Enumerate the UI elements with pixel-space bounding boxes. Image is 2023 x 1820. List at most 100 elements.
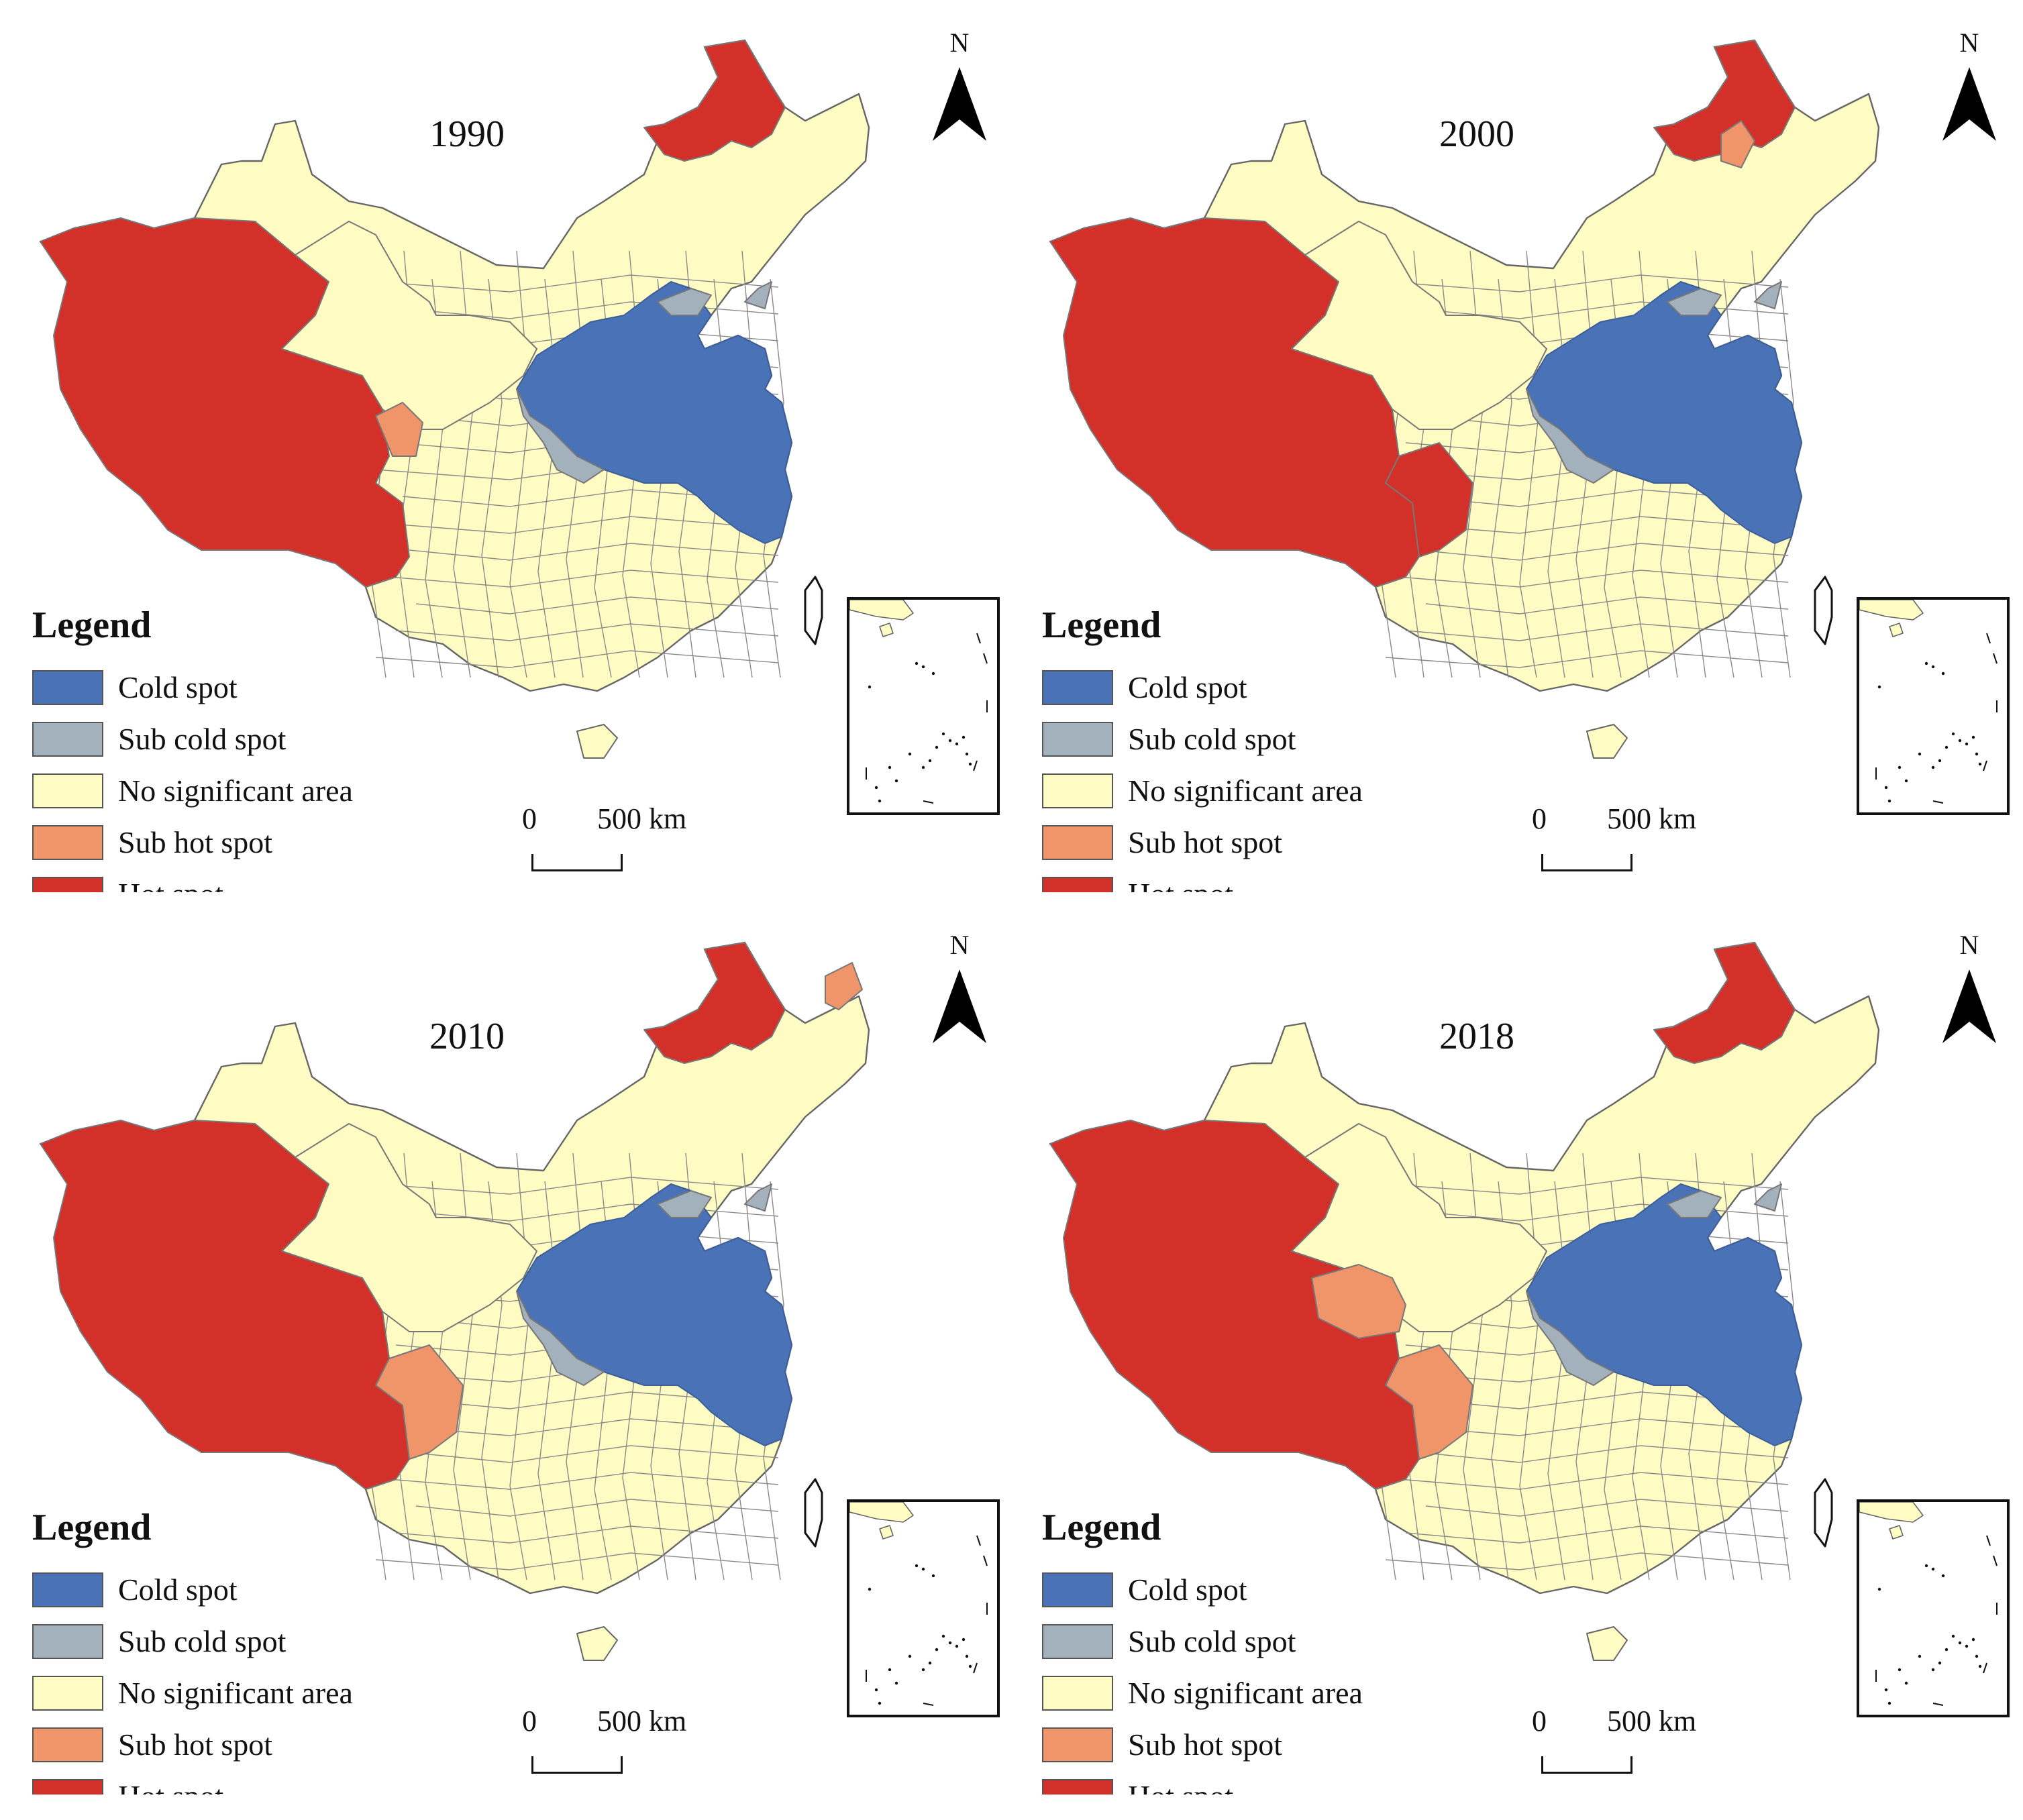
legend-swatch	[1042, 1675, 1113, 1711]
legend-title: Legend	[1042, 604, 1161, 646]
inset-island-dot	[1971, 1638, 1975, 1642]
legend-item-cold-spot: Cold spot	[1042, 661, 1363, 713]
inset-boundary-dash	[1983, 760, 1987, 771]
no-significant-gansu-region	[1291, 221, 1547, 430]
scale-start-label: 0	[1532, 1705, 1547, 1737]
scale-start-label: 0	[522, 802, 537, 835]
boundary-line	[1405, 1525, 1789, 1544]
legend-label: Hot spot	[118, 1778, 223, 1795]
boundary-line	[395, 1525, 779, 1544]
legend-swatch	[32, 876, 103, 892]
china-map	[39, 39, 870, 759]
inset-island-dot	[931, 672, 935, 676]
south-china-sea-map	[849, 600, 988, 804]
inset-island-dot	[941, 1634, 945, 1638]
no-significant-gansu-region	[281, 1123, 537, 1332]
legend-item-sub-hot-spot: Sub hot spot	[1042, 816, 1363, 868]
hotspot-sichuan-west	[1385, 442, 1473, 557]
legend-swatch	[32, 1623, 103, 1659]
inset-island-dot	[1931, 765, 1935, 769]
legend: Legend Cold spot Sub cold spot No signific…	[32, 604, 353, 892]
legend-label: Sub hot spot	[118, 825, 273, 859]
subcoldspot-liaodong	[1754, 1183, 1782, 1212]
boundary-line	[1547, 278, 1569, 678]
inset-island-dot	[1904, 779, 1908, 783]
hotspot-northeast	[1653, 942, 1796, 1064]
legend-label: Sub cold spot	[118, 722, 287, 756]
legend-label: Cold spot	[1128, 670, 1247, 704]
inset-island-dot	[965, 752, 969, 756]
inset-island-dot	[868, 1587, 872, 1591]
subcoldspot-north-edge	[657, 1190, 712, 1218]
legend-label: No significant area	[1128, 773, 1363, 808]
subcoldspot-west-edge	[516, 1291, 605, 1386]
inset-island-dot	[878, 1701, 882, 1705]
inset-island-dot	[894, 779, 898, 783]
inset-boundary-dash	[923, 1703, 934, 1706]
scale-bar-line	[1541, 1756, 1632, 1774]
inset-island-dot	[908, 752, 912, 756]
inset-island-dot	[1951, 732, 1955, 736]
hainan-island	[576, 724, 618, 759]
legend-swatch	[32, 670, 103, 705]
legend-swatch	[1042, 1778, 1113, 1795]
taiwan-island	[804, 576, 823, 645]
china-map	[1049, 39, 1880, 759]
inset-boundary-dash	[1993, 1555, 1998, 1566]
taiwan-island	[1814, 1478, 1833, 1548]
boundary-line	[1385, 1177, 1789, 1195]
inset-island-dot	[1931, 665, 1935, 669]
south-china-sea-map	[1859, 600, 1998, 804]
inset-island-dot	[1958, 1641, 1962, 1645]
boundary-line	[415, 596, 779, 614]
inset-island-dot	[1898, 765, 1902, 769]
legend-label: Cold spot	[1128, 1572, 1247, 1607]
inset-island-dot	[1944, 745, 1949, 749]
north-label: N	[1959, 28, 1979, 58]
inset-island-dot	[1978, 1664, 1982, 1668]
inset-island-dot	[1958, 739, 1962, 743]
legend-item-cold-spot: Cold spot	[1042, 1564, 1363, 1615]
scale-end-label: 500 km	[597, 802, 687, 835]
legend-swatch	[1042, 721, 1113, 757]
inset-island-dot	[1877, 685, 1881, 689]
scale-bar: 0 500 km	[1526, 1704, 1701, 1784]
legend-item-no-significant-area: No significant area	[32, 1667, 353, 1719]
inset-island-dot	[868, 685, 872, 689]
hotspot-northeast	[1653, 40, 1796, 162]
inset-island-dot	[1938, 1661, 1942, 1665]
inset-boundary-dash	[973, 760, 978, 771]
china-map	[39, 941, 870, 1661]
inset-island-dot	[1887, 799, 1891, 803]
inset-island-dot	[948, 1641, 952, 1645]
legend-swatch	[32, 1778, 103, 1795]
inset-hainan-island	[1889, 623, 1904, 637]
legend-label: Sub cold spot	[118, 1624, 287, 1658]
legend-item-no-significant-area: No significant area	[1042, 765, 1363, 816]
scale-bar: 0 500 km	[517, 802, 691, 882]
legend-label: Cold spot	[118, 1572, 238, 1607]
boundary-line	[1405, 623, 1789, 641]
legend-title: Legend	[32, 1507, 152, 1548]
boundary-line	[388, 570, 779, 588]
inset-island-dot	[968, 762, 972, 766]
legend-label: Sub cold spot	[1128, 1624, 1296, 1658]
scale-start-label: 0	[1532, 802, 1547, 835]
inset-island-dot	[921, 1668, 925, 1672]
inset-boundary-dash	[1986, 1535, 1991, 1546]
south-china-sea-inset	[847, 1499, 1000, 1717]
legend-swatch	[32, 1675, 103, 1711]
legend-swatch	[32, 824, 103, 860]
hainan-island	[1586, 1626, 1628, 1661]
inset-mainland-coast	[1859, 600, 1924, 621]
inset-island-dot	[948, 739, 952, 743]
north-arrow-icon	[1942, 67, 1996, 141]
legend-item-sub-cold-spot: Sub cold spot	[1042, 713, 1363, 765]
boundary-line	[566, 1153, 587, 1581]
north-arrow: N	[1939, 27, 2000, 148]
inset-island-dot	[1904, 1681, 1908, 1685]
subhotspot-sichuan-west	[1385, 1344, 1473, 1460]
hotspot-northeast	[643, 942, 786, 1064]
map-panel-2018: 2018 N Legend Cold spot Sub cold spot No s…	[1010, 902, 2016, 1795]
legend-label: Sub hot spot	[118, 1727, 273, 1762]
